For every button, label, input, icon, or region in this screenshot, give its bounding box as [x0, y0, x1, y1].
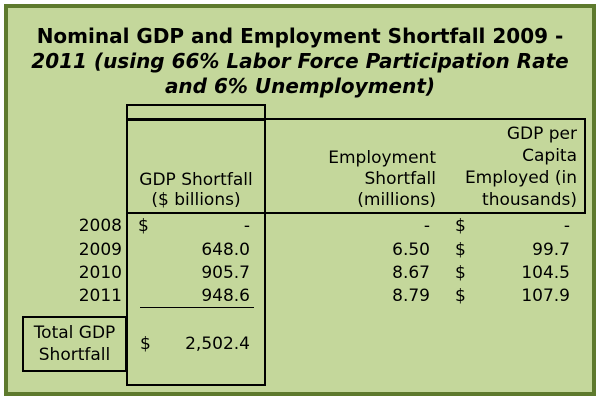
year-cell: 2008: [78, 216, 122, 236]
gdp-shortfall-header-line-2: ($ billions): [151, 190, 241, 210]
gdp-table-panel: [4, 4, 596, 396]
employment-value-cell: 6.50: [392, 240, 430, 260]
gdp-value-cell: 948.6: [201, 286, 250, 306]
title-line-2: 2011 (using 66% Labor Force Participatio…: [31, 49, 569, 73]
title-line-1: Nominal GDP and Employment Shortfall 200…: [36, 24, 564, 48]
percap-value-cell: 107.9: [521, 286, 570, 306]
gdp-shortfall-header-line-1: GDP Shortfall: [139, 170, 253, 190]
employment-value-cell: -: [423, 216, 430, 236]
percap-value-cell: 104.5: [521, 263, 570, 283]
percap-header-line-4: thousands): [482, 190, 577, 210]
gdp-subtotal-rule: [140, 307, 254, 308]
percap-header-line-3: Employed (in: [464, 168, 577, 188]
employment-value-cell: 8.79: [392, 286, 430, 306]
gdp-currency-cell: $: [138, 216, 149, 236]
percap-header-line-2: Capita: [522, 146, 577, 166]
employment-header-line-3: (millions): [357, 190, 436, 210]
total-label-line-2: Shortfall: [38, 345, 111, 365]
percap-value-cell: -: [563, 216, 570, 236]
percap-value-cell: 99.7: [532, 240, 570, 260]
total-currency-cell: $: [140, 334, 151, 354]
gdp-value-cell: -: [243, 216, 250, 236]
employment-header-line-2: Shortfall: [364, 169, 436, 189]
gdp-value-cell: 648.0: [201, 240, 250, 260]
total-value-cell: 2,502.4: [185, 334, 250, 354]
percap-currency-cell: $: [455, 263, 466, 283]
title-line-3: and 6% Unemployment): [164, 74, 436, 98]
gdp-header-top-box: [126, 104, 266, 121]
employment-header-line-1: Employment: [328, 148, 436, 168]
gdp-value-cell: 905.7: [201, 263, 250, 283]
year-cell: 2009: [78, 240, 122, 260]
percap-currency-cell: $: [455, 286, 466, 306]
total-label-box: [22, 316, 127, 372]
percap-currency-cell: $: [455, 216, 466, 236]
gdp-column-box: [126, 118, 266, 386]
percap-currency-cell: $: [455, 240, 466, 260]
total-label-line-1: Total GDP: [33, 323, 116, 343]
year-cell: 2010: [78, 263, 122, 283]
year-cell: 2011: [78, 286, 122, 306]
employment-value-cell: 8.67: [392, 263, 430, 283]
percap-header-line-1: GDP per: [506, 124, 577, 144]
